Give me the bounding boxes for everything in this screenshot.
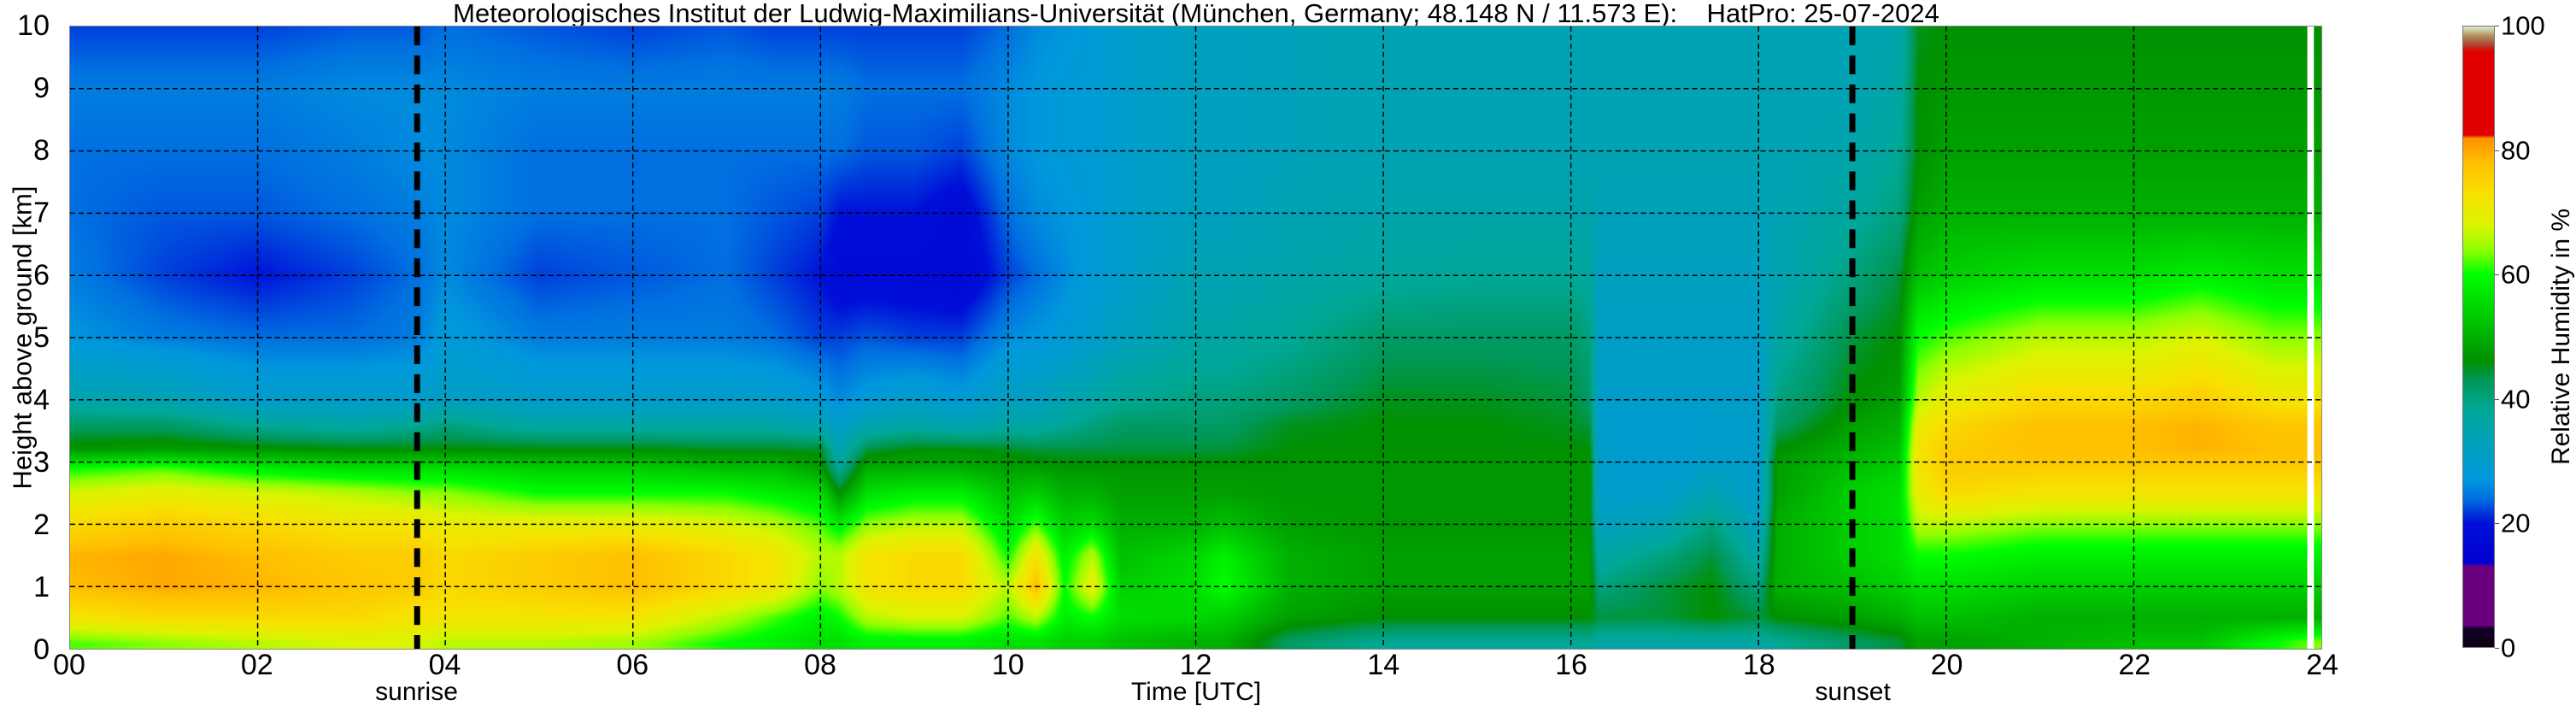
y-tick-label: 4 xyxy=(33,384,50,416)
x-tick-label: 04 xyxy=(428,649,461,681)
y-tick-label: 10 xyxy=(17,9,50,42)
x-tick-label: 14 xyxy=(1367,649,1400,681)
colorbar-tick-mark xyxy=(2495,150,2499,151)
y-axis-label: Height above ground [km] xyxy=(7,185,38,490)
colorbar-tick-label: 100 xyxy=(2501,10,2545,41)
y-tick-label: 6 xyxy=(33,259,50,291)
y-tick-label: 1 xyxy=(33,571,50,603)
x-tick-label: 16 xyxy=(1555,649,1587,681)
x-tick-label: 08 xyxy=(804,649,836,681)
colorbar-tick-label: 20 xyxy=(2501,508,2531,538)
colorbar-tick-mark xyxy=(2495,274,2499,276)
x-tick-label: 18 xyxy=(1742,649,1775,681)
sunrise-label: sunrise xyxy=(375,678,458,706)
plot-overlay xyxy=(70,26,2321,649)
x-tick-label: 06 xyxy=(616,649,649,681)
y-tick-label: 3 xyxy=(33,446,50,479)
colorbar-tick-label: 40 xyxy=(2501,384,2531,415)
y-tick-label: 0 xyxy=(33,633,50,666)
y-tick-label: 5 xyxy=(33,321,50,354)
x-tick-label: 22 xyxy=(2118,649,2151,681)
x-tick-label: 12 xyxy=(1179,649,1212,681)
colorbar-tick-mark xyxy=(2495,523,2499,525)
x-tick-label: 24 xyxy=(2306,649,2338,681)
x-tick-label: 10 xyxy=(991,649,1024,681)
x-tick-label: 20 xyxy=(1930,649,1963,681)
colorbar-tick-mark xyxy=(2495,648,2499,649)
y-tick-label: 2 xyxy=(33,509,50,541)
colorbar-tick-mark xyxy=(2495,398,2499,400)
colorbar-tick-label: 0 xyxy=(2501,632,2516,663)
x-tick-label: 00 xyxy=(53,649,85,681)
colorbar-tick-label: 80 xyxy=(2501,135,2531,166)
chart-title: Meteorologisches Institut der Ludwig-Max… xyxy=(453,0,1939,28)
y-tick-label: 7 xyxy=(33,197,50,229)
x-axis-label: Time [UTC] xyxy=(1130,678,1262,706)
colorbar xyxy=(2462,26,2495,648)
colorbar-label: Relative Humidity in % xyxy=(2547,208,2575,466)
sunset-label: sunset xyxy=(1815,678,1891,706)
colorbar-tick-label: 60 xyxy=(2501,259,2531,290)
y-tick-label: 8 xyxy=(33,134,50,167)
y-tick-label: 9 xyxy=(33,72,50,104)
plot-area xyxy=(69,26,2322,650)
x-tick-label: 02 xyxy=(240,649,273,681)
